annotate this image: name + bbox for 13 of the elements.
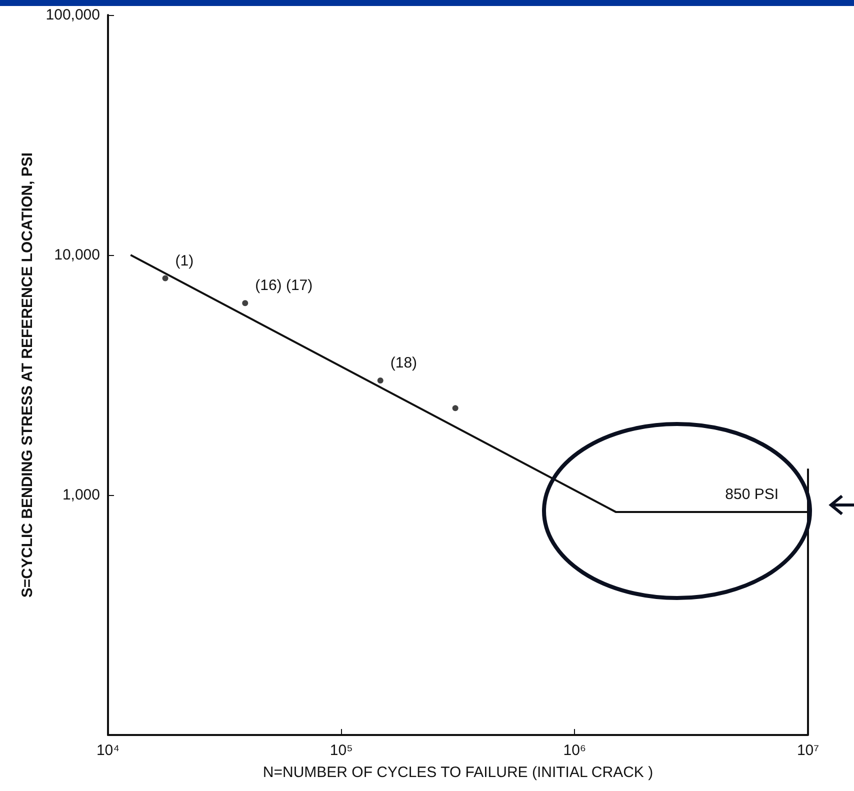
y-tick-label: 1,000: [62, 486, 100, 504]
y-tick-label: 10,000: [54, 246, 100, 264]
annotation: (1): [175, 252, 194, 270]
annotation: 850 PSI: [725, 486, 779, 503]
x-tick-label: 10⁶: [563, 742, 586, 759]
x-tick-label: 10⁵: [330, 742, 353, 759]
x-tick-label: 10⁷: [796, 742, 820, 759]
y-tick-label: 100,000: [46, 6, 100, 24]
annotation: (16) (17): [255, 277, 313, 294]
x-tick-label: 10⁴: [96, 742, 120, 759]
x-axis-title: N=NUMBER OF CYCLES TO FAILURE (INITIAL CRACK ): [262, 764, 654, 781]
y-axis-title: S=CYCLIC BENDING STRESS AT REFERENCE LOCATION, PSI: [18, 152, 36, 598]
annotation: (18): [390, 354, 418, 372]
